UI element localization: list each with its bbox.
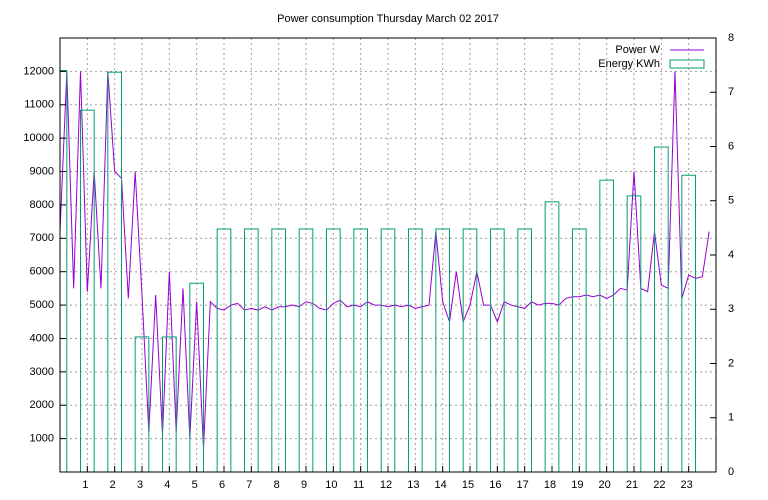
y-tick-label: 10000 <box>23 132 54 144</box>
x-tick-label: 17 <box>517 479 529 491</box>
x-tick-label: 6 <box>219 479 225 491</box>
energy-box <box>298 228 314 472</box>
y-tick-label: 5000 <box>30 299 54 311</box>
chart-title: Power consumption Thursday March 02 2017 <box>277 13 499 25</box>
energy-box <box>435 228 451 472</box>
y-tick-label: 12000 <box>23 65 54 77</box>
y2-tick-label: 1 <box>728 412 734 424</box>
energy-box <box>681 174 696 472</box>
x-tick-label: 9 <box>301 479 307 491</box>
x-tick-label: 19 <box>571 479 583 491</box>
y2-tick-label: 3 <box>728 303 734 315</box>
y-tick-label: 6000 <box>30 266 54 278</box>
x-tick-label: 13 <box>407 479 419 491</box>
y-tick-label: 2000 <box>30 399 54 411</box>
x-tick-label: 4 <box>164 479 170 491</box>
x-tick-label: 5 <box>192 479 198 491</box>
x-tick-label: 21 <box>626 479 638 491</box>
y2-tick-label: 7 <box>728 86 734 98</box>
energy-box <box>326 228 341 472</box>
y2-tick-label: 4 <box>728 249 734 261</box>
energy-box <box>353 228 369 472</box>
x-tick-label: 12 <box>380 479 392 491</box>
y2-tick-label: 5 <box>728 195 734 207</box>
x-tick-label: 7 <box>246 479 252 491</box>
x-tick-label: 3 <box>137 479 143 491</box>
y-tick-label: 4000 <box>30 332 54 344</box>
y-tick-label: 9000 <box>30 165 54 177</box>
legend-label: Power W <box>615 44 660 56</box>
energy-box <box>80 109 95 472</box>
x-tick-label: 20 <box>599 479 611 491</box>
power-line <box>60 71 710 449</box>
energy-box <box>244 228 259 472</box>
x-tick-label: 18 <box>544 479 556 491</box>
energy-box <box>216 228 232 472</box>
y2-tick-label: 8 <box>728 32 734 44</box>
y2-tick-label: 6 <box>728 140 734 152</box>
energy-box <box>544 201 560 472</box>
x-tick-label: 14 <box>435 479 447 491</box>
energy-box <box>271 228 287 472</box>
x-tick-label: 8 <box>274 479 280 491</box>
x-tick-label: 16 <box>489 479 501 491</box>
energy-box <box>572 228 587 472</box>
energy-box <box>107 71 123 472</box>
x-tick-label: 11 <box>353 479 364 491</box>
y2-tick-label: 2 <box>728 357 734 369</box>
y-tick-label: 3000 <box>30 366 54 378</box>
legend-label: Energy KWh <box>598 58 660 70</box>
x-tick-label: 23 <box>681 479 693 491</box>
energy-box <box>162 336 177 472</box>
energy-box <box>626 195 642 472</box>
energy-box <box>462 228 478 472</box>
legend-swatch <box>669 59 705 69</box>
y-tick-label: 8000 <box>30 199 54 211</box>
y-tick-label: 11000 <box>24 99 54 111</box>
x-tick-label: 2 <box>110 479 116 491</box>
energy-box <box>517 228 532 472</box>
x-tick-label: 15 <box>462 479 474 491</box>
energy-box <box>380 228 396 472</box>
x-tick-label: 22 <box>653 479 665 491</box>
y2-tick-label: 0 <box>728 466 734 478</box>
energy-box <box>490 228 505 472</box>
x-tick-label: 1 <box>82 479 88 491</box>
x-tick-label: 10 <box>325 479 337 491</box>
energy-box <box>134 336 150 472</box>
energy-box <box>408 228 423 472</box>
y-tick-label: 7000 <box>30 232 54 244</box>
y-tick-label: 1000 <box>30 433 54 445</box>
